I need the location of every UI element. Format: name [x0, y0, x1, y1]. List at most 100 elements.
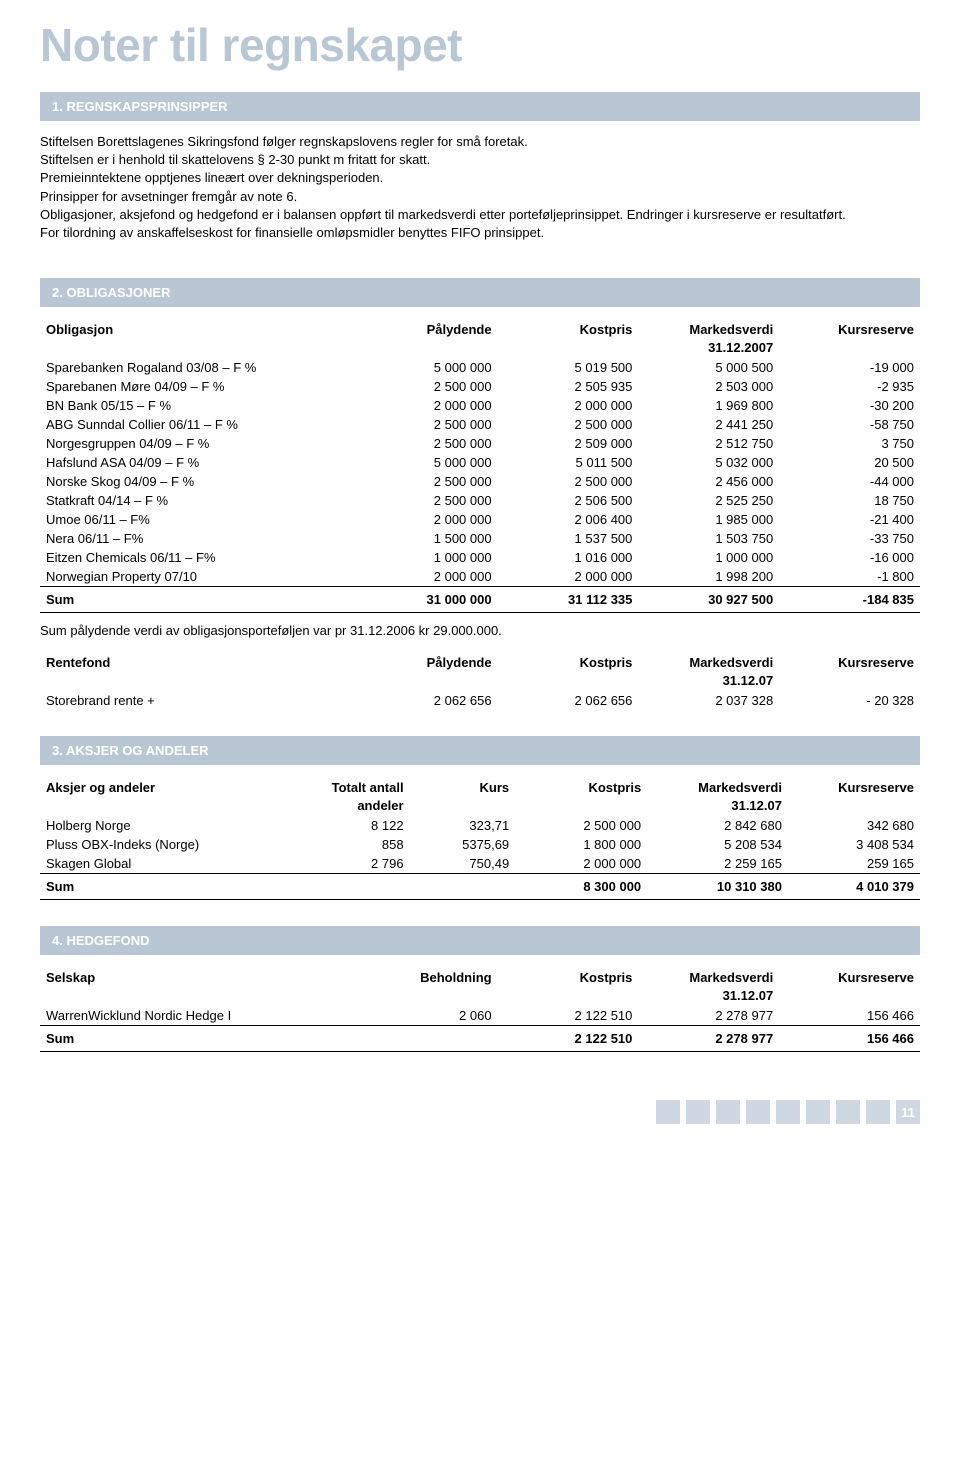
page-title: Noter til regnskapet	[40, 18, 920, 72]
table-cell: -1 800	[779, 567, 920, 587]
table-cell: -21 400	[779, 510, 920, 529]
footer-square	[716, 1100, 740, 1124]
table-cell: 5375,69	[410, 835, 516, 854]
footer-square	[836, 1100, 860, 1124]
table-row: Sparebanen Møre 04/09 – F %2 500 0002 50…	[40, 377, 920, 396]
page-number: 11	[896, 1100, 920, 1124]
hf-sum-4: 156 466	[779, 1026, 920, 1052]
rf-th-1: Pålydende	[357, 652, 498, 673]
table-cell: -58 750	[779, 415, 920, 434]
table-row: Umoe 06/11 – F%2 000 0002 006 4001 985 0…	[40, 510, 920, 529]
rf-th-0: Rentefond	[40, 652, 357, 673]
table-cell: 8 122	[286, 816, 409, 835]
ak-sub-andeler: andeler	[286, 798, 409, 816]
table-cell: 3 408 534	[788, 835, 920, 854]
ak-sum-5: 4 010 379	[788, 874, 920, 900]
footer-square	[866, 1100, 890, 1124]
table-cell: Holberg Norge	[40, 816, 286, 835]
hf-sum-1	[357, 1026, 498, 1052]
table-row: BN Bank 05/15 – F %2 000 0002 000 0001 9…	[40, 396, 920, 415]
table-cell: 1 969 800	[638, 396, 779, 415]
table-cell: 5 000 000	[357, 453, 498, 472]
table-cell: 1 000 000	[638, 548, 779, 567]
table-cell: 2 500 000	[515, 816, 647, 835]
table-cell: Norwegian Property 07/10	[40, 567, 357, 587]
hf-th-4: Kursreserve	[779, 967, 920, 988]
table-cell: 259 165	[788, 854, 920, 874]
table-cell: 1 503 750	[638, 529, 779, 548]
table-cell: 2 506 500	[498, 491, 639, 510]
th-date: 31.12.2007	[638, 340, 779, 358]
ak-th-1: Totalt antall	[286, 777, 409, 798]
table-cell: 858	[286, 835, 409, 854]
table-cell: 2 503 000	[638, 377, 779, 396]
table-cell: 1 800 000	[515, 835, 647, 854]
table-cell: -2 935	[779, 377, 920, 396]
table-cell: 1 000 000	[357, 548, 498, 567]
s1-p2: Premieinntektene opptjenes lineært over …	[40, 169, 920, 187]
table-cell: 2 006 400	[498, 510, 639, 529]
table-cell: Hafslund ASA 04/09 – F %	[40, 453, 357, 472]
rentefond-table: Rentefond Pålydende Kostpris Markedsverd…	[40, 652, 920, 710]
hf-r0-0: WarrenWicklund Nordic Hedge I	[40, 1006, 357, 1026]
table-cell: 5 019 500	[498, 358, 639, 377]
ak-sum-4: 10 310 380	[647, 874, 788, 900]
ak-th-5: Kursreserve	[788, 777, 920, 798]
footer: 11	[40, 1100, 920, 1124]
table-cell: 1 500 000	[357, 529, 498, 548]
table-cell: 18 750	[779, 491, 920, 510]
table-cell: 2 000 000	[515, 854, 647, 874]
table-cell: 5 000 500	[638, 358, 779, 377]
rf-r0-1: 2 062 656	[357, 691, 498, 710]
table-cell: 2 505 935	[498, 377, 639, 396]
hf-r0-1: 2 060	[357, 1006, 498, 1026]
footer-square	[746, 1100, 770, 1124]
th-kursreserve: Kursreserve	[779, 319, 920, 340]
table-cell: BN Bank 05/15 – F %	[40, 396, 357, 415]
table-cell: 2 509 000	[498, 434, 639, 453]
hf-date: 31.12.07	[638, 988, 779, 1006]
table-cell: Sparebanken Rogaland 03/08 – F %	[40, 358, 357, 377]
section-2-header: 2. OBLIGASJONER	[40, 278, 920, 307]
table-cell: 342 680	[788, 816, 920, 835]
ak-th-2: Kurs	[410, 777, 516, 798]
rf-r0-3: 2 037 328	[638, 691, 779, 710]
s1-p5: For tilordning av anskaffelseskost for f…	[40, 224, 920, 242]
table-row: Sparebanken Rogaland 03/08 – F %5 000 00…	[40, 358, 920, 377]
th-obligasjon: Obligasjon	[40, 319, 357, 340]
rf-r0-0: Storebrand rente +	[40, 691, 357, 710]
table-cell: 1 985 000	[638, 510, 779, 529]
rf-th-4: Kursreserve	[779, 652, 920, 673]
table-row: Norgesgruppen 04/09 – F %2 500 0002 509 …	[40, 434, 920, 453]
table-cell: 2 000 000	[357, 510, 498, 529]
section-3-header: 3. AKSJER OG ANDELER	[40, 736, 920, 765]
rf-th-2: Kostpris	[498, 652, 639, 673]
table-cell: ABG Sunndal Collier 06/11 – F %	[40, 415, 357, 434]
table-cell: 2 500 000	[498, 472, 639, 491]
sum-2: 31 112 335	[498, 587, 639, 613]
table-row: Norske Skog 04/09 – F %2 500 0002 500 00…	[40, 472, 920, 491]
table-cell: -19 000	[779, 358, 920, 377]
footer-square	[776, 1100, 800, 1124]
rf-r0-4: - 20 328	[779, 691, 920, 710]
table-row: Skagen Global2 796750,492 000 0002 259 1…	[40, 854, 920, 874]
hedgefond-table: Selskap Beholdning Kostpris Markedsverdi…	[40, 967, 920, 1052]
table-cell: 2 512 750	[638, 434, 779, 453]
table-cell: 323,71	[410, 816, 516, 835]
hf-th-3: Markedsverdi	[638, 967, 779, 988]
table-cell: 5 011 500	[498, 453, 639, 472]
table-cell: 2 500 000	[498, 415, 639, 434]
sum-4: -184 835	[779, 587, 920, 613]
ak-sub-date: 31.12.07	[647, 798, 788, 816]
table-cell: 2 000 000	[498, 396, 639, 415]
footer-square	[686, 1100, 710, 1124]
table-row: ABG Sunndal Collier 06/11 – F % 2 500 000…	[40, 415, 920, 434]
ak-th-4: Markedsverdi	[647, 777, 788, 798]
hf-sum-0: Sum	[40, 1026, 357, 1052]
table-cell: 2 259 165	[647, 854, 788, 874]
table-row: Statkraft 04/14 – F %2 500 0002 506 5002…	[40, 491, 920, 510]
section-1-header: 1. REGNSKAPSPRINSIPPER	[40, 92, 920, 121]
table-cell: 2 796	[286, 854, 409, 874]
th-palydende: Pålydende	[357, 319, 498, 340]
table-cell: Eitzen Chemicals 06/11 – F%	[40, 548, 357, 567]
